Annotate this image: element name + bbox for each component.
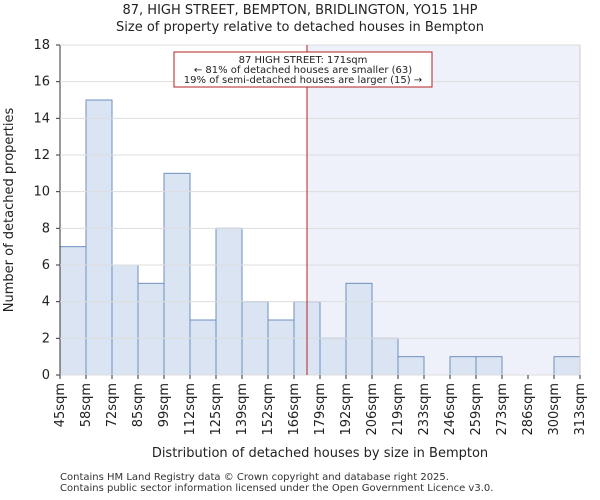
bar [475,356,503,376]
footer-line2: Contains public sector information licen… [60,483,494,494]
annotation-line1: 87 HIGH STREET: 171sqm [239,55,368,66]
y-tick-label: 12 [33,148,50,163]
x-axis-label: Distribution of detached houses by size … [152,446,488,461]
histogram-chart: 0 2 4 6 8 10 12 14 16 18 45sqm 58sqm 72sqm 85sqm 99sq… [2,38,588,461]
x-tick-label: 45sqm [53,383,68,427]
y-tick-label: 16 [33,75,50,90]
y-tick-label: 8 [42,221,50,236]
x-tick-label: 313sqm [573,383,588,436]
bar [319,337,347,376]
x-tick-label: 286sqm [521,383,536,436]
bar [345,282,373,376]
chart-title-line2: Size of property relative to detached ho… [116,20,484,35]
x-tick-label: 125sqm [209,383,224,436]
bars-group [59,99,581,376]
y-tick-label: 0 [42,368,50,383]
bar [553,356,581,376]
x-ticks-group: 45sqm 58sqm 72sqm 85sqm 99sqm 112sqm 125sqm 139… [53,375,588,436]
annotation-box: 87 HIGH STREET: 171sqm ← 81% of detached… [173,51,433,88]
x-tick-label: 246sqm [443,383,458,436]
bar [111,264,139,376]
bar [397,356,425,376]
bar [85,99,113,376]
x-tick-label: 58sqm [79,383,94,427]
x-tick-label: 233sqm [417,383,432,436]
y-tick-label: 6 [42,258,50,273]
x-tick-label: 219sqm [391,383,406,436]
x-tick-label: 85sqm [131,383,146,427]
y-tick-label: 18 [33,38,50,53]
x-tick-label: 259sqm [469,383,484,436]
x-tick-label: 300sqm [547,383,562,436]
x-tick-label: 166sqm [287,383,302,436]
x-tick-label: 192sqm [339,383,354,436]
bar [449,356,477,376]
footer-line1: Contains HM Land Registry data © Crown c… [60,472,449,483]
x-tick-label: 139sqm [235,383,250,436]
chart-title-line1: 87, HIGH STREET, BEMPTON, BRIDLINGTON, Y… [122,3,478,18]
bar [371,337,399,376]
footer: Contains HM Land Registry data © Crown c… [60,472,493,494]
y-tick-label: 4 [42,295,50,310]
annotation-line2: ← 81% of detached houses are smaller (63… [194,65,412,76]
x-tick-label: 273sqm [495,383,510,436]
x-tick-label: 72sqm [105,383,120,427]
y-tick-label: 2 [42,331,50,346]
bar [163,172,191,376]
annotation-rect [173,51,433,88]
x-tick-label: 152sqm [261,383,276,436]
x-tick-label: 99sqm [157,383,172,427]
bar [267,319,295,376]
x-tick-label: 112sqm [183,383,198,436]
bar [59,246,87,376]
x-tick-label: 179sqm [313,383,328,436]
x-tick-label: 206sqm [365,383,380,436]
y-tick-label: 10 [33,185,50,200]
y-tick-label: 14 [33,111,50,126]
annotation-line3: 19% of semi-detached houses are larger (… [184,75,422,86]
chart-title: 87, HIGH STREET, BEMPTON, BRIDLINGTON, Y… [0,2,600,36]
bar [189,319,217,376]
y-axis-label: Number of detached properties [2,108,17,313]
bar [137,282,165,376]
